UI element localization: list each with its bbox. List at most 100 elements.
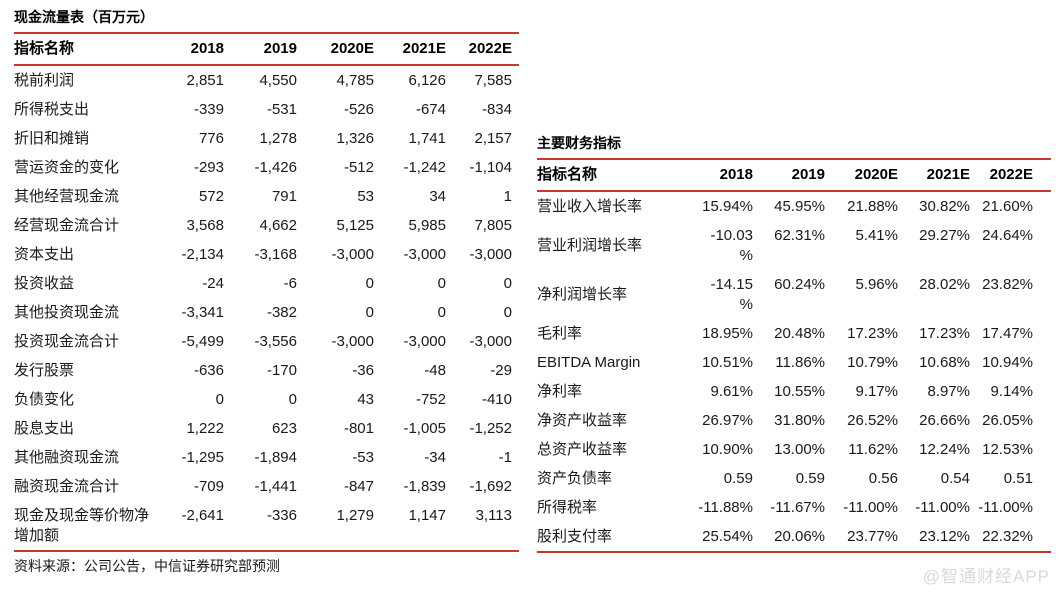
row-label: 发行股票 [14,361,75,379]
cell-value: 10.68% [919,353,970,371]
row-label: EBITDA Margin [537,353,641,371]
cell-value: -3,000 [469,332,512,350]
cell-value: 24.64% [982,226,1033,244]
cell-value: -170 [266,361,297,379]
cell-value: 2,157 [474,129,512,147]
cell-value: 25.54% [677,522,753,553]
row-label: 其他经营现金流 [14,187,120,205]
cell-value: 4,662 [259,216,297,234]
cell-value: 5,125 [336,216,374,234]
cell-value: -847 [343,477,374,495]
table-row: 所得税支出 -339 -531 -526 -674 -834 [14,95,519,124]
cell-value: 791 [271,187,297,205]
cell-value: 26.05% [982,411,1033,429]
header-year: 2022E [970,158,1051,192]
table-row: 股利支付率 25.54% 20.06% 23.77% 23.12% 22.32% [537,522,1051,553]
cell-value: 13.00% [774,440,825,458]
cell-value: 1,222 [186,419,224,437]
cell-value: 62.31% [774,226,825,244]
cell-value: -29 [490,361,512,379]
cell-value: 18.95% [702,324,753,342]
table-row: 其他融资现金流 -1,295 -1,894 -53 -34 -1 [14,443,519,472]
cell-value: 0.51 [1003,469,1033,487]
cell-value: 31.80% [774,411,825,429]
cell-value: 60.24% [774,275,825,293]
cell-value: 4,785 [336,71,374,89]
cell-value: -1,894 [254,448,297,466]
cell-value: 5,985 [408,216,446,234]
cell-value: 5.96% [855,275,898,293]
cell-value: 572 [198,187,224,205]
cell-value: -34 [424,448,446,466]
header-year: 2018 [677,158,753,192]
cash-flow-table: 指标名称 2018 2019 2020E 2021E 2022E 税前利润 2,851 4,5… [14,32,519,552]
row-label: 净资产收益率 [537,411,628,429]
row-label: 其他投资现金流 [14,303,120,321]
cell-value: -339 [193,100,224,118]
table-row: 净利润增长率 -14.15 % 60.24% 5.96% 28.02% 23.82% [537,270,1051,319]
cell-value: -3,341 [181,303,224,321]
cell-value: -2,641 [152,501,224,552]
cell-value: 17.23% [919,324,970,342]
cell-value: 9.17% [855,382,898,400]
row-label: 所得税率 [537,498,598,516]
cell-value: -3,000 [331,245,374,263]
cell-value: -382 [266,303,297,321]
cell-value: -752 [415,390,446,408]
cell-value: -1,426 [254,158,297,176]
cell-value: -531 [266,100,297,118]
cell-value: 15.94% [702,197,753,215]
cash-flow-section: 现金流量表（百万元） 指标名称 2018 2019 2020E 2021E 2022E 税… [14,8,519,552]
cell-value: 0 [437,303,446,321]
cell-value: -801 [343,419,374,437]
cell-value: 17.23% [847,324,898,342]
cell-value: 6,126 [408,71,446,89]
cell-value: -11.67% [770,498,825,516]
table-row: 税前利润 2,851 4,550 4,785 6,126 7,585 [14,65,519,95]
table-row: 投资收益 -24 -6 0 0 0 [14,269,519,298]
header-year: 2021E [898,158,970,192]
cell-value: 776 [198,129,224,147]
cell-value: 12.53% [982,440,1033,458]
cell-value: -3,000 [403,245,446,263]
table-row: 折旧和摊销 776 1,278 1,326 1,741 2,157 [14,124,519,153]
cell-value: 0 [288,390,297,408]
row-label: 总资产收益率 [537,440,628,458]
cell-value: 17.47% [982,324,1033,342]
cell-value: 26.52% [847,411,898,429]
header-indicator-name: 指标名称 [537,158,677,192]
cell-value: 10.90% [702,440,753,458]
cell-value: 4,550 [259,71,297,89]
cell-value: 1,147 [374,501,446,552]
table-row: 发行股票 -636 -170 -36 -48 -29 [14,356,519,385]
financial-indicators-table: 指标名称 2018 2019 2020E 2021E 2022E 营业收入增长率 15.94… [537,158,1051,553]
cell-value: 0 [503,274,512,292]
cell-value: -674 [415,100,446,118]
cell-value: -3,168 [254,245,297,263]
cell-value: -709 [193,477,224,495]
header-year: 2019 [753,158,825,192]
cell-value: -11.00% [915,498,970,516]
row-label: 资本支出 [14,245,75,263]
cell-value: -1,692 [469,477,512,495]
cell-value: 2,851 [186,71,224,89]
row-label: 营业收入增长率 [537,197,643,215]
cell-value: -11.88% [698,498,753,516]
header-year: 2020E [825,158,898,192]
cell-value: 12.24% [919,440,970,458]
cell-value: 1,278 [259,129,297,147]
table-row: EBITDA Margin 10.51% 11.86% 10.79% 10.68% 10.… [537,348,1051,377]
cell-value: 9.61% [710,382,753,400]
cell-value: 21.60% [982,197,1033,215]
cell-value: 26.66% [919,411,970,429]
cell-value: -14.15 % [710,275,753,313]
header-year: 2021E [374,32,446,66]
cell-value: 9.14% [990,382,1033,400]
table-row: 毛利率 18.95% 20.48% 17.23% 17.23% 17.47% [537,319,1051,348]
cell-value: 20.06% [753,522,825,553]
cell-value: -1,005 [403,419,446,437]
cell-value: -36 [352,361,374,379]
cell-value: 23.77% [825,522,898,553]
cell-value: 10.79% [847,353,898,371]
cell-value: 23.82% [982,275,1033,293]
